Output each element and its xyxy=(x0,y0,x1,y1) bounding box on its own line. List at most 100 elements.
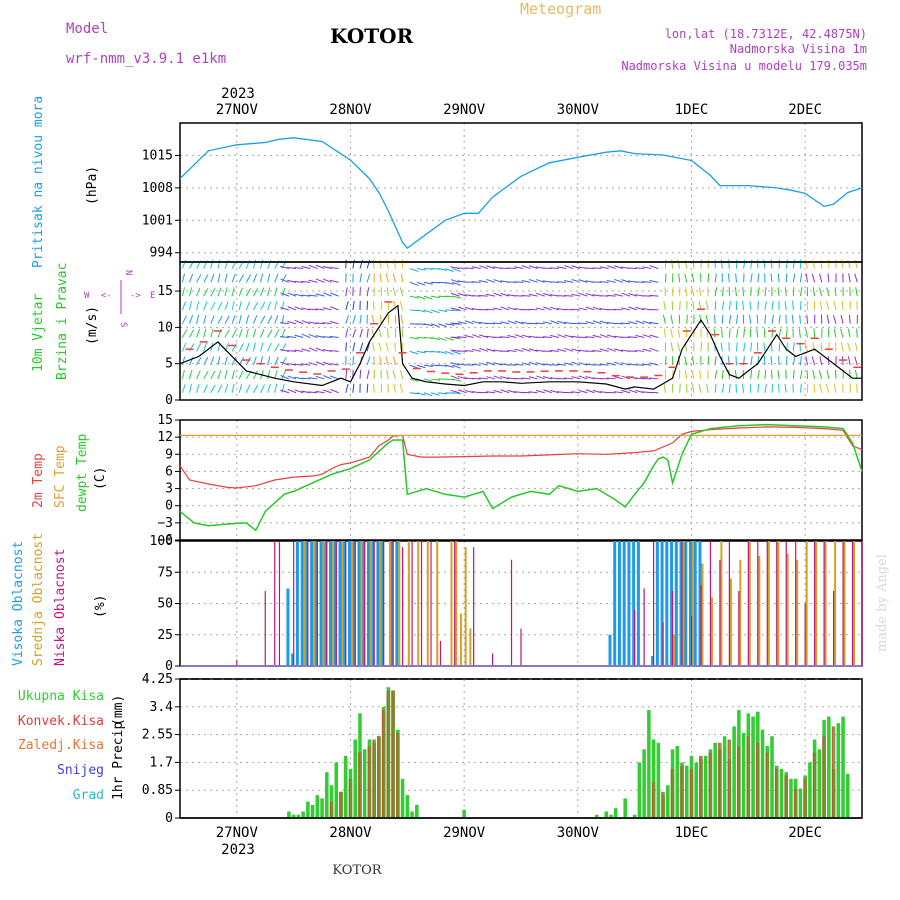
wind-arrow-700 xyxy=(679,383,681,393)
wind-arrow-861 xyxy=(792,369,795,379)
wind-arrow-195 xyxy=(308,321,318,325)
wind-arrow-820 xyxy=(764,383,767,393)
wind-arrow-335 xyxy=(416,323,426,326)
precip-total-bar-28 xyxy=(462,809,466,818)
wind-arrow-466 xyxy=(500,306,510,311)
wind-arrow-823 xyxy=(763,342,766,352)
wind-arrow-341 xyxy=(423,378,433,382)
legend-snow: Snijeg xyxy=(57,763,104,778)
precip-total-bar-49 xyxy=(703,755,708,818)
wind-arrow-36 xyxy=(203,301,208,311)
wind-arrow-455 xyxy=(493,322,503,325)
watermark: made by Angel xyxy=(875,554,890,652)
wind-arrow-544 xyxy=(557,334,567,339)
wind-arrow-165 xyxy=(287,320,297,325)
wind-arrow-764 xyxy=(721,328,723,338)
wind-arrow-818 xyxy=(757,273,760,283)
cloud-unit: (%) xyxy=(93,595,108,618)
precip-conv-edge-11 xyxy=(651,782,654,818)
wind-arrow-446 xyxy=(485,308,495,311)
wind-arrow-57 xyxy=(217,287,222,297)
wind-arrow-387 xyxy=(452,295,462,299)
wind-arrow-37 xyxy=(203,288,209,297)
altitude-label: Nadmorska Visina 1m xyxy=(730,42,867,56)
wind-arrow-60 xyxy=(224,384,229,393)
wind-arrow-517 xyxy=(536,292,545,297)
wind-arrow-500 xyxy=(528,391,538,394)
wind-arrow-834 xyxy=(771,328,774,338)
wind-arrow-949 xyxy=(847,259,851,269)
temperature-panel: −6 −3 0 3 6 9 12 15 xyxy=(157,413,863,548)
wind-arrow-0 xyxy=(181,384,186,393)
precip-conv-edge-19 xyxy=(727,739,729,818)
wind-arrow-746 xyxy=(705,300,709,311)
precipitation-panel: 0 0.85 1.7 2.55 3.4 4.25 xyxy=(142,672,863,826)
wind-arrow-94 xyxy=(245,328,249,338)
precip-axis-title: 1hr Precip xyxy=(111,722,126,800)
precip-total-bar-33 xyxy=(623,798,627,818)
wind-arrow-542 xyxy=(556,363,567,366)
wind-arrow-711 xyxy=(684,369,688,380)
compass-east: E xyxy=(150,291,155,301)
precip-conv-edge-8 xyxy=(386,690,388,818)
wind-arrow-479 xyxy=(507,267,517,270)
wind-ytick-label-2: 10 xyxy=(157,320,173,335)
wind-arrow-831 xyxy=(771,369,773,379)
wind-arrow-636 xyxy=(621,307,631,311)
wind-arrow-207 xyxy=(315,293,325,297)
wind-arrow-549 xyxy=(557,266,567,270)
wind-arrow-348 xyxy=(423,281,433,285)
wind-arrow-182 xyxy=(301,363,311,366)
wind-arrow-194 xyxy=(308,333,318,339)
wind-arrow-150 xyxy=(280,389,290,394)
wind-arrow-10 xyxy=(188,383,192,393)
wind-arrow-414 xyxy=(464,334,474,339)
wind-arrow-311 xyxy=(400,370,404,380)
precip-conv-bar-5 xyxy=(372,739,376,818)
wind-arrow-621 xyxy=(614,376,623,380)
precip-conv-bar-21 xyxy=(746,736,751,818)
top-day-label-2: 29NOV xyxy=(443,102,486,118)
wind-arrow-876 xyxy=(799,300,802,310)
wind-arrow-326 xyxy=(409,309,419,312)
wind-arrow-533 xyxy=(549,349,559,352)
wind-arrow-2 xyxy=(181,356,186,366)
precip-conv-bar-6 xyxy=(377,736,381,818)
wind-arrow-890 xyxy=(813,383,816,393)
wind-arrow-645 xyxy=(628,321,638,325)
top-day-label-5: 2DEC xyxy=(788,102,822,118)
wind-arrow-952 xyxy=(854,356,858,366)
wind-arrow-521 xyxy=(542,376,552,380)
wind-arrow-712 xyxy=(684,356,688,366)
wind-arrow-51 xyxy=(217,370,222,380)
wind-arrow-510 xyxy=(535,389,545,394)
wind-arrow-44 xyxy=(210,328,214,338)
cloud-high-title: Visoka Oblacnost xyxy=(11,541,26,666)
wind-arrow-934 xyxy=(840,328,844,338)
wind-arrow-244 xyxy=(352,328,357,338)
precip-conv-edge-15 xyxy=(689,768,691,818)
precip-conv-bar-24 xyxy=(774,768,779,818)
wind-arrow-309 xyxy=(393,259,396,269)
wind-arrow-131 xyxy=(274,370,278,380)
wind-arrow-883 xyxy=(804,342,809,352)
wind-arrow-264 xyxy=(366,328,369,338)
wind-arrow-172 xyxy=(294,363,304,366)
pressure-unit: (hPa) xyxy=(85,166,100,205)
wind-arrow-881 xyxy=(806,369,809,379)
wind-arrow-141 xyxy=(281,370,286,380)
precip-conv-bar-2 xyxy=(348,778,353,818)
wind-arrow-558 xyxy=(564,279,574,283)
wind-arrow-694 xyxy=(670,328,674,338)
wind-arrow-218 xyxy=(322,278,332,283)
top-day-label-3: 30NOV xyxy=(557,102,600,118)
wind-arrow-878 xyxy=(799,273,803,283)
wind-arrow-34 xyxy=(203,328,207,338)
wind-arrow-917 xyxy=(826,287,830,297)
wind-arrow-321 xyxy=(409,378,419,382)
wind-arrow-275 xyxy=(371,314,375,324)
wind-arrow-847 xyxy=(777,287,780,297)
pressure-line xyxy=(179,137,863,249)
wind-arrow-751 xyxy=(714,369,718,380)
